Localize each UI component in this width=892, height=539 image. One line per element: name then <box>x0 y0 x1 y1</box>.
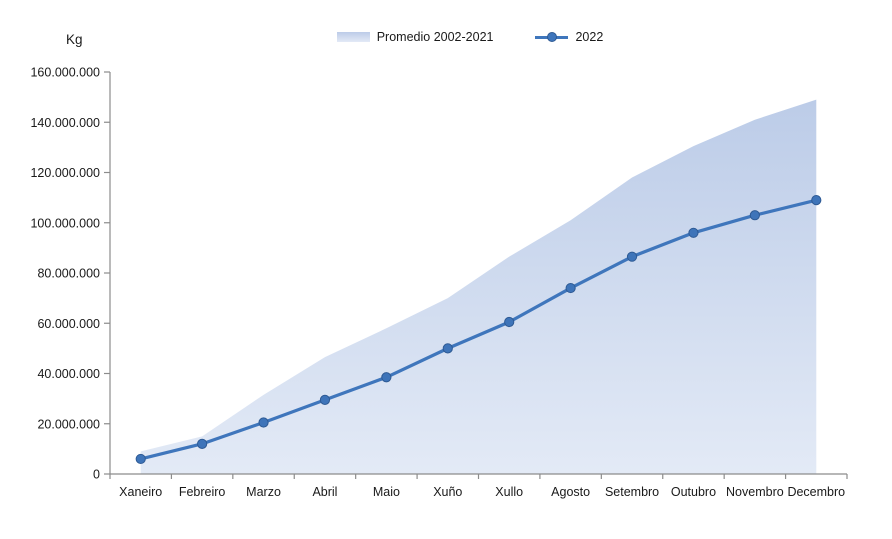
y-tick-label: 120.000.000 <box>30 166 100 180</box>
line-series-2022 <box>139 198 818 461</box>
y-tick-label: 80.000.000 <box>37 267 100 281</box>
data-point-marker <box>381 372 392 383</box>
data-point-marker <box>565 282 576 294</box>
x-tick-label: Xuño <box>433 485 462 499</box>
data-point-marker <box>504 316 515 328</box>
x-tick-label: Agosto <box>551 485 590 499</box>
x-tick-label: Maio <box>373 485 400 499</box>
x-tick-label: Setembro <box>605 485 659 499</box>
y-tick-label: 140.000.000 <box>30 116 100 130</box>
data-point-marker <box>442 343 453 354</box>
y-tick-label: 160.000.000 <box>30 66 100 80</box>
x-tick-label: Febreiro <box>179 485 226 499</box>
data-point-marker <box>319 394 331 405</box>
y-tick-label: 20.000.000 <box>37 417 100 431</box>
data-point-marker <box>811 195 822 206</box>
y-tick-label: 0 <box>93 468 100 482</box>
x-tick-label: Abril <box>312 485 337 499</box>
data-point-marker <box>626 251 638 262</box>
x-tick-label: Decembro <box>787 485 845 499</box>
x-tick-label: Xullo <box>495 485 523 499</box>
data-point-marker <box>258 417 269 428</box>
data-point-marker <box>749 210 760 221</box>
y-tick-label: 60.000.000 <box>37 317 100 331</box>
x-tick-label: Outubro <box>671 485 716 499</box>
data-point-marker <box>197 438 208 449</box>
data-point-marker <box>135 453 146 465</box>
x-tick-label: Xaneiro <box>119 485 162 499</box>
y-axis-unit-label: Kg <box>66 32 83 47</box>
x-tick-label: Novembro <box>726 485 784 499</box>
data-point-marker <box>688 227 699 238</box>
y-tick-label: 40.000.000 <box>37 367 100 381</box>
area-series-promedio <box>140 99 817 474</box>
x-tick-label: Marzo <box>246 485 281 499</box>
y-tick-label: 100.000.000 <box>30 216 100 230</box>
